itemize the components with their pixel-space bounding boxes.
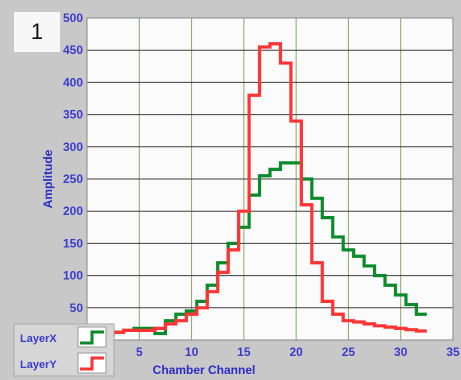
y-tick-label-450: 450 — [63, 43, 83, 57]
tick-labels: 50 100 150 200 250 300 350 400 450 500 5 10 15 20 25 30… — [63, 11, 460, 359]
legend-line-layerx — [80, 330, 104, 345]
x-tick-label-20: 20 — [289, 345, 303, 359]
x-axis-title: Chamber Channel — [153, 363, 256, 377]
y-tick-label-350: 350 — [63, 108, 83, 122]
x-tick-label-30: 30 — [394, 345, 408, 359]
y-tick-label-400: 400 — [63, 75, 83, 89]
y-tick-label-100: 100 — [63, 269, 83, 283]
legend-line-layery — [80, 356, 104, 371]
x-tick-label-25: 25 — [342, 345, 356, 359]
series-lines — [92, 42, 427, 339]
y-tick-label-300: 300 — [63, 140, 83, 154]
grid-lines — [86, 17, 454, 341]
panel-number: 1 — [14, 12, 60, 52]
plot-border — [86, 17, 454, 341]
y-axis-title: Amplitude — [41, 149, 55, 208]
x-tick-label-35: 35 — [446, 345, 460, 359]
y-tick-label-250: 250 — [63, 172, 83, 186]
y-tick-label-200: 200 — [63, 204, 83, 218]
legend-label-layerx: LayerX — [20, 333, 57, 345]
series-line-layery — [92, 42, 427, 339]
x-tick-label-15: 15 — [237, 345, 251, 359]
legend: LayerX LayerY — [13, 323, 115, 377]
y-tick-label-150: 150 — [63, 236, 83, 250]
x-tick-label-10: 10 — [185, 345, 199, 359]
x-tick-label-5: 5 — [136, 345, 143, 359]
y-tick-label-500: 500 — [63, 11, 83, 25]
legend-label-layery: LayerY — [20, 359, 57, 371]
y-tick-label-50: 50 — [70, 301, 84, 315]
